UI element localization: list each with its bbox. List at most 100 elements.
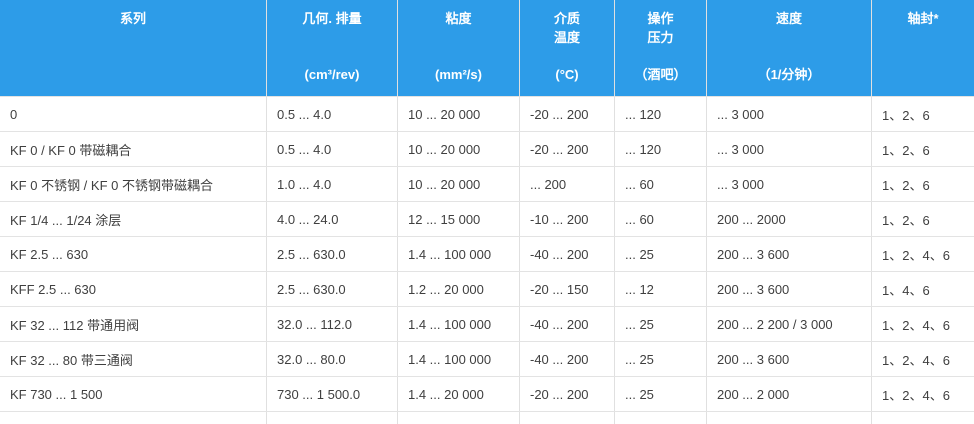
table-cell: 1、2、4、6 xyxy=(871,237,974,271)
table-cell: -20 ... 200 xyxy=(519,377,614,411)
table-row-partial xyxy=(0,412,974,424)
table-cell xyxy=(519,412,614,424)
table-cell: 200 ... 3 600 xyxy=(706,272,871,306)
table-body: 0 0.5 ... 4.0 10 ... 20 000 -20 ... 200... … xyxy=(0,96,974,412)
series-cell: KF 1/4 ... 1/24 涂层 xyxy=(10,212,122,228)
table-cell: 200 ... 2 200 / 3 000 xyxy=(706,307,871,341)
table-cell: ... 3 000 xyxy=(706,132,871,166)
table-cell: 1、2、4、6 xyxy=(871,377,974,411)
table-cell: ... 3 000 xyxy=(706,97,871,131)
header-series-label: 系列 xyxy=(119,11,146,26)
table-cell: ... 60 xyxy=(614,167,706,201)
table-cell xyxy=(614,412,706,424)
header-operating-pressure-unit: （酒吧） xyxy=(634,67,687,82)
header-medium-temperature-unit: (°C) xyxy=(555,67,579,82)
table-cell: 0.5 ... 4.0 xyxy=(266,97,397,131)
table-cell: 730 ... 1 500.0 xyxy=(266,377,397,411)
table-cell: ... 12 xyxy=(614,272,706,306)
table-row: KF 0 不锈钢 / KF 0 不锈钢带磁耦合 1.0 ... 4.0 10 ...… xyxy=(0,167,974,202)
table-cell: 2.5 ... 630.0 xyxy=(266,237,397,271)
table-cell: ... 25 xyxy=(614,307,706,341)
series-cell: KFF 2.5 ... 630 xyxy=(10,281,96,297)
series-cell: KF 0 / KF 0 带磁耦合 xyxy=(10,142,132,158)
table-cell: 200 ... 2 000 xyxy=(706,377,871,411)
table-cell: 1、2、4、6 xyxy=(871,307,974,341)
table-cell: 1、2、6 xyxy=(871,132,974,166)
table-cell: 1.4 ... 100 000 xyxy=(397,342,519,376)
table-cell xyxy=(706,412,871,424)
table-row: KF 1/4 ... 1/24 涂层 4.0 ... 24.0 12 ... 15 … xyxy=(0,202,974,237)
table-cell: ... 3 000 xyxy=(706,167,871,201)
table-row: KF 2.5 ... 630 2.5 ... 630.0 1.4 ... 100 0… xyxy=(0,237,974,272)
series-cell: 0 xyxy=(10,106,18,122)
table-cell: 10 ... 20 000 xyxy=(397,167,519,201)
table-cell: 1.0 ... 4.0 xyxy=(266,167,397,201)
table-header: 系列 几何. 排量 (cm³/rev) 粘度 (mm²/s) 介质 温度 (°C… xyxy=(0,0,974,96)
table-cell: 10 ... 20 000 xyxy=(397,132,519,166)
table-cell xyxy=(266,412,397,424)
table-cell: 32.0 ... 112.0 xyxy=(266,307,397,341)
table-cell: 200 ... 3 600 xyxy=(706,237,871,271)
table-cell: -40 ... 200 xyxy=(519,342,614,376)
table-cell: ... 25 xyxy=(614,237,706,271)
header-displacement: 几何. 排量 (cm³/rev) xyxy=(266,0,397,96)
table-cell: 1、2、6 xyxy=(871,202,974,236)
header-shaft-seal-label: 轴封* xyxy=(907,11,939,26)
table-cell: 1、2、6 xyxy=(871,97,974,131)
table-cell: 10 ... 20 000 xyxy=(397,97,519,131)
table-cell: -20 ... 150 xyxy=(519,272,614,306)
header-operating-pressure-label: 操作 压力 xyxy=(647,11,674,45)
table-cell: ... 25 xyxy=(614,342,706,376)
header-viscosity: 粘度 (mm²/s) xyxy=(397,0,519,96)
table-cell: ... 200 xyxy=(519,167,614,201)
table-row: KF 0 / KF 0 带磁耦合 0.5 ... 4.0 10 ... 20 000… xyxy=(0,132,974,167)
header-operating-pressure: 操作 压力 （酒吧） xyxy=(614,0,706,96)
table-row: KF 730 ... 1 500 730 ... 1 500.0 1.4 ... 2… xyxy=(0,377,974,412)
table-cell: 32.0 ... 80.0 xyxy=(266,342,397,376)
table-cell: 2.5 ... 630.0 xyxy=(266,272,397,306)
series-cell: KF 32 ... 112 带通用阀 xyxy=(10,317,140,333)
table-cell: -40 ... 200 xyxy=(519,307,614,341)
table-cell: 0.5 ... 4.0 xyxy=(266,132,397,166)
header-shaft-seal: 轴封* xyxy=(871,0,974,96)
table-row: 0 0.5 ... 4.0 10 ... 20 000 -20 ... 200... … xyxy=(0,97,974,132)
table-cell: -40 ... 200 xyxy=(519,237,614,271)
table-cell: -20 ... 200 xyxy=(519,132,614,166)
table-cell: ... 120 xyxy=(614,97,706,131)
table-cell xyxy=(397,412,519,424)
table-cell: 1.4 ... 100 000 xyxy=(397,237,519,271)
header-series: 系列 xyxy=(0,0,266,96)
header-speed: 速度 （1/分钟） xyxy=(706,0,871,96)
series-cell: KF 0 不锈钢 / KF 0 不锈钢带磁耦合 xyxy=(10,177,213,193)
table-row: KF 32 ... 112 带通用阀 32.0 ... 112.0 1.4 ... … xyxy=(0,307,974,342)
table-cell: 1、2、6 xyxy=(871,167,974,201)
table-cell: 200 ... 3 600 xyxy=(706,342,871,376)
header-displacement-unit: (cm³/rev) xyxy=(304,67,360,82)
table-cell: 200 ... 2000 xyxy=(706,202,871,236)
table-cell: ... 60 xyxy=(614,202,706,236)
table-cell: 1、4、6 xyxy=(871,272,974,306)
header-speed-label: 速度 xyxy=(775,11,802,26)
header-viscosity-unit: (mm²/s) xyxy=(435,67,482,82)
table-cell xyxy=(0,412,266,424)
table-cell: ... 25 xyxy=(614,377,706,411)
table-cell: 12 ... 15 000 xyxy=(397,202,519,236)
series-cell: KF 32 ... 80 带三通阀 xyxy=(10,352,133,368)
table-row: KF 32 ... 80 带三通阀 32.0 ... 80.0 1.4 ... 10… xyxy=(0,342,974,377)
header-speed-unit: （1/分钟） xyxy=(757,67,821,82)
table-cell: 1.4 ... 100 000 xyxy=(397,307,519,341)
table-cell: ... 120 xyxy=(614,132,706,166)
series-cell: KF 730 ... 1 500 xyxy=(10,386,103,402)
table-cell: 1、2、4、6 xyxy=(871,342,974,376)
header-medium-temperature-label: 介质 温度 xyxy=(553,11,580,45)
series-cell: KF 2.5 ... 630 xyxy=(10,246,89,262)
table-cell: 1.4 ... 20 000 xyxy=(397,377,519,411)
table-cell: -10 ... 200 xyxy=(519,202,614,236)
table-row: KFF 2.5 ... 630 2.5 ... 630.0 1.2 ... 20 0… xyxy=(0,272,974,307)
header-medium-temperature: 介质 温度 (°C) xyxy=(519,0,614,96)
table-cell: -20 ... 200 xyxy=(519,97,614,131)
header-displacement-label: 几何. 排量 xyxy=(302,11,362,26)
header-viscosity-label: 粘度 xyxy=(445,11,472,26)
table-cell: 1.2 ... 20 000 xyxy=(397,272,519,306)
